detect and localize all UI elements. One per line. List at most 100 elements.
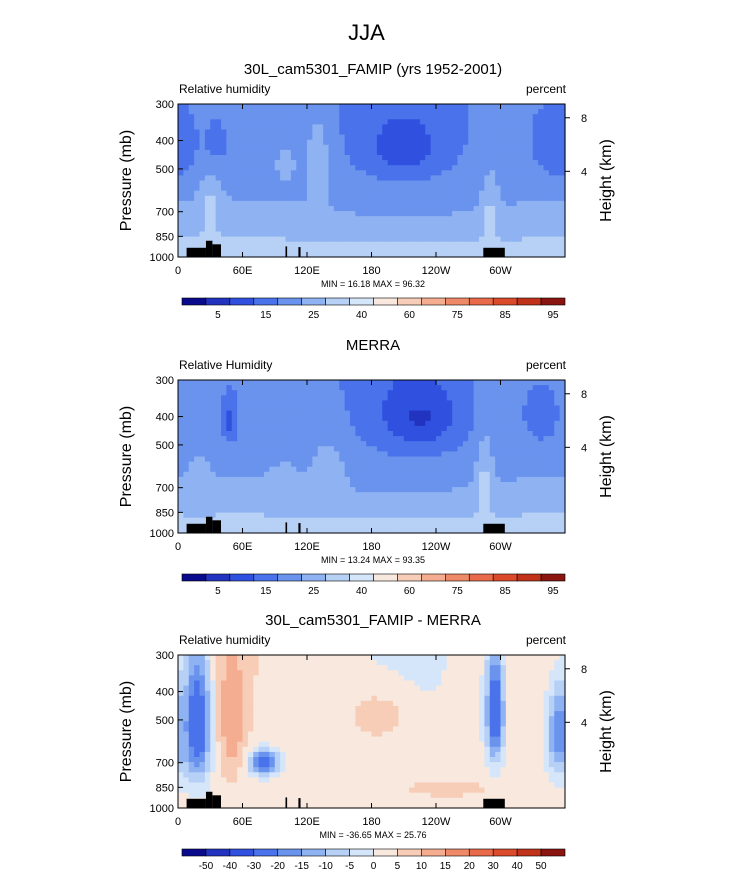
heatmap-cell xyxy=(516,129,523,136)
heatmap-cell xyxy=(344,507,351,514)
heatmap-cell xyxy=(231,680,238,687)
heatmap-cell xyxy=(317,670,324,676)
heatmap-cell xyxy=(484,507,491,514)
heatmap-cell xyxy=(538,507,545,514)
heatmap-cell xyxy=(473,211,480,217)
heatmap-cell xyxy=(414,436,421,442)
heatmap-cell xyxy=(522,395,528,401)
heatmap-cell xyxy=(376,221,383,227)
heatmap-cell xyxy=(532,425,539,432)
heatmap-cell xyxy=(307,451,313,458)
heatmap-cell xyxy=(452,395,459,401)
heatmap-cell xyxy=(414,507,421,514)
heatmap-cell xyxy=(269,405,276,412)
heatmap-cell xyxy=(532,390,539,396)
colorbar-label: 95 xyxy=(547,310,559,321)
heatmap-cell xyxy=(527,456,534,463)
heatmap-cell xyxy=(559,206,566,212)
heatmap-cell xyxy=(242,211,249,217)
heatmap-cell xyxy=(425,129,432,136)
heatmap-cell xyxy=(532,119,539,125)
heatmap-cell xyxy=(371,660,378,666)
heatmap-cell xyxy=(344,497,351,503)
heatmap-cell xyxy=(274,446,281,452)
heatmap-cell xyxy=(559,104,566,110)
heatmap-cell xyxy=(237,507,244,514)
heatmap-cell xyxy=(441,527,448,534)
heatmap-cell xyxy=(441,400,448,407)
heatmap-cell xyxy=(398,487,405,493)
heatmap-cell xyxy=(387,206,394,212)
heatmap-cell xyxy=(323,476,330,483)
heatmap-cell xyxy=(419,226,426,233)
heatmap-cell xyxy=(548,211,555,217)
heatmap-cell xyxy=(253,200,260,207)
heatmap-cell xyxy=(505,206,512,212)
heatmap-cell xyxy=(366,660,373,666)
heatmap-cell xyxy=(312,190,319,197)
heatmap-cell xyxy=(210,385,217,391)
heatmap-cell xyxy=(296,109,303,115)
heatmap-cell xyxy=(548,685,555,692)
heatmap-cell xyxy=(441,665,448,671)
heatmap-cell xyxy=(296,400,303,407)
heatmap-cell xyxy=(312,231,319,238)
heatmap-cell xyxy=(387,211,394,217)
heatmap-cell xyxy=(307,482,313,488)
heatmap-cell xyxy=(376,680,383,687)
heatmap-cell xyxy=(425,124,432,131)
heatmap-cell xyxy=(237,200,244,207)
heatmap-cell xyxy=(178,134,184,141)
heatmap-cell xyxy=(290,476,297,483)
heatmap-cell xyxy=(199,390,206,396)
heatmap-cell xyxy=(344,665,351,671)
heatmap-cell xyxy=(393,216,399,222)
heatmap-cell xyxy=(285,119,292,125)
heatmap-cell xyxy=(452,134,459,141)
heatmap-cell xyxy=(237,160,244,166)
heatmap-cell xyxy=(414,655,421,661)
heatmap-cell xyxy=(527,461,534,468)
heatmap-cell xyxy=(274,425,281,432)
heatmap-cell xyxy=(344,522,351,529)
heatmap-cell xyxy=(559,395,566,401)
heatmap-cell xyxy=(242,231,249,238)
heatmap-cell xyxy=(221,655,227,661)
heatmap-cell xyxy=(538,190,545,197)
heatmap-cell xyxy=(210,155,217,161)
heatmap-cell xyxy=(301,476,308,483)
heatmap-cell xyxy=(473,231,480,238)
heatmap-cell xyxy=(199,170,206,176)
heatmap-cell xyxy=(237,670,244,676)
heatmap-cell xyxy=(452,160,459,166)
heatmap-cell xyxy=(409,497,416,503)
heatmap-cell xyxy=(280,175,287,182)
heatmap-cell xyxy=(452,476,459,483)
heatmap-cell xyxy=(221,497,227,503)
heatmap-cell xyxy=(264,175,270,182)
heatmap-cell xyxy=(344,400,351,407)
heatmap-cell xyxy=(468,119,475,125)
heatmap-cell xyxy=(301,160,308,166)
heatmap-cell xyxy=(500,431,507,437)
heatmap-cell xyxy=(495,149,502,156)
heatmap-cell xyxy=(559,425,566,432)
heatmap-cell xyxy=(178,390,184,396)
heatmap-cell xyxy=(538,441,545,447)
heatmap-cell xyxy=(199,119,206,125)
heatmap-cell xyxy=(178,665,184,671)
heatmap-cell xyxy=(333,670,340,676)
heatmap-cell xyxy=(178,420,184,427)
heatmap-cell xyxy=(360,236,367,243)
y-tick-label: 1000 xyxy=(150,252,174,264)
heatmap-cell xyxy=(237,400,244,407)
heatmap-cell xyxy=(468,517,475,524)
heatmap-cell xyxy=(548,522,555,529)
heatmap-cell xyxy=(290,395,297,401)
heatmap-cell xyxy=(393,497,399,503)
heatmap-cell xyxy=(328,236,335,243)
heatmap-cell xyxy=(511,170,518,176)
heatmap-cell xyxy=(215,441,222,447)
heatmap-cell xyxy=(210,410,217,417)
heatmap-cell xyxy=(366,446,373,452)
